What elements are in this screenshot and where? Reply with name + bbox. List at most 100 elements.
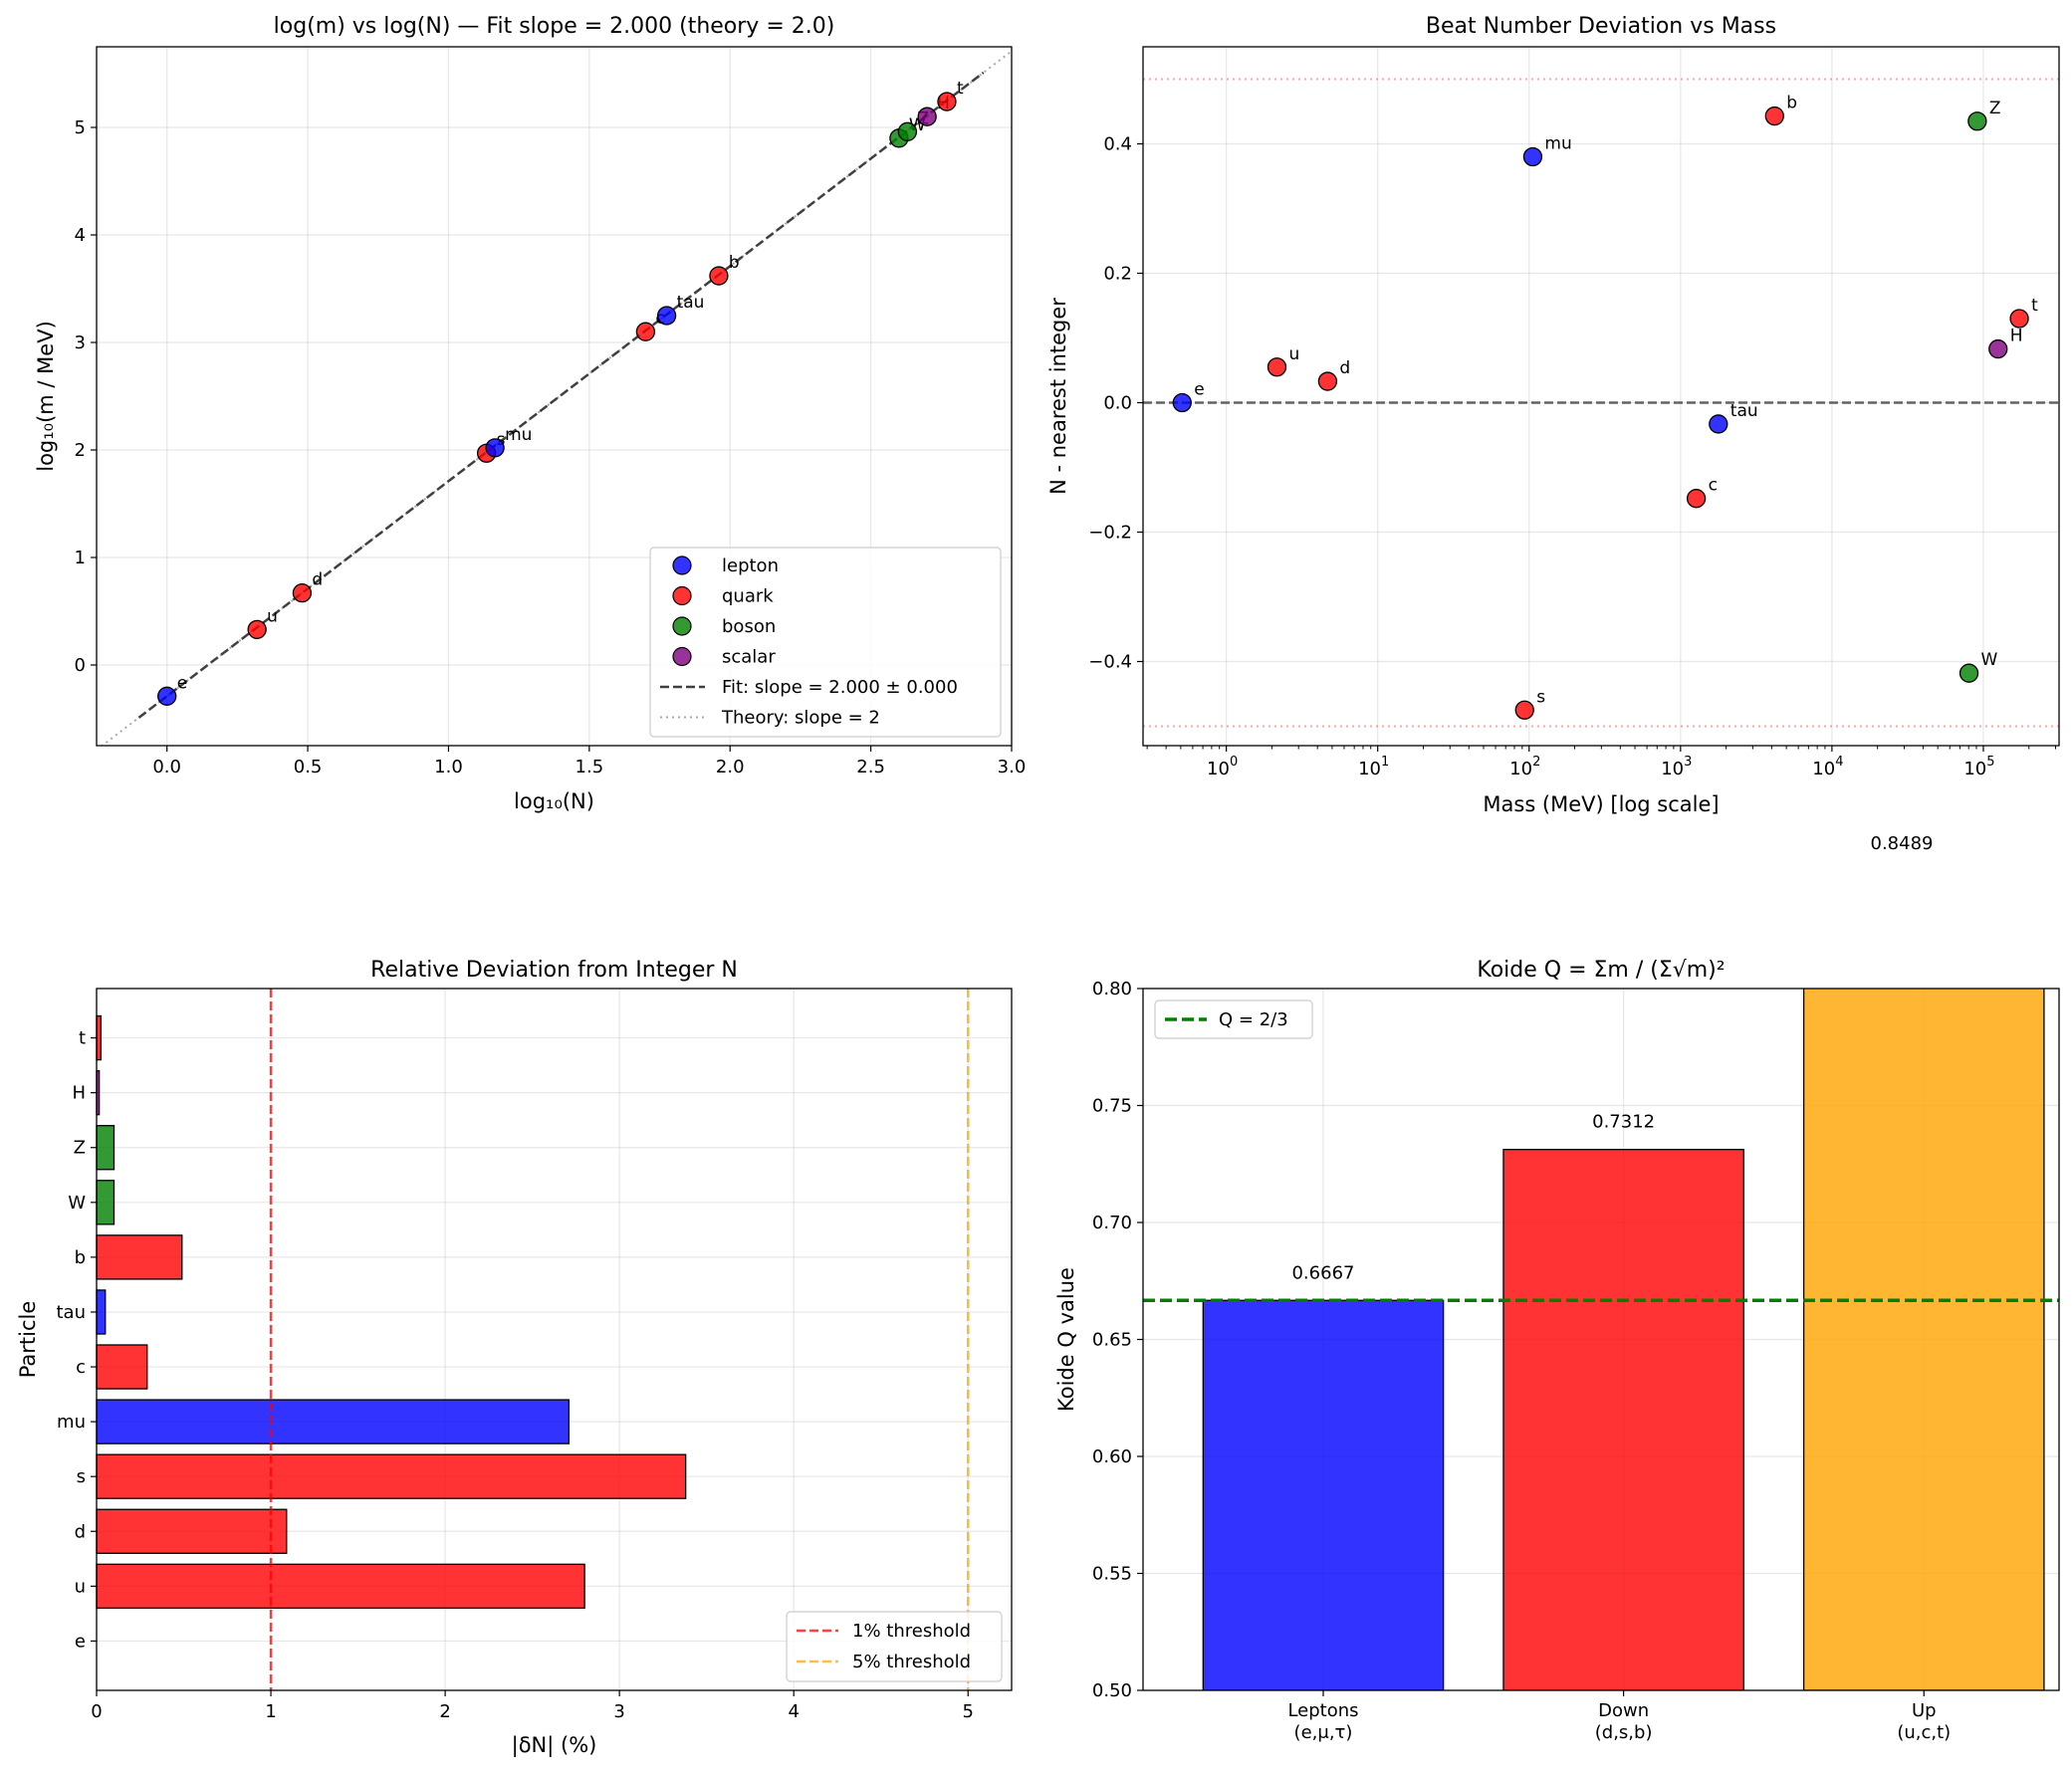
- data-point-Z: [1967, 111, 1987, 131]
- panel-loglog: eudsmuctaubWZHt0.00.51.01.52.02.53.00123…: [34, 14, 1026, 813]
- gridlines: [97, 47, 1013, 746]
- y-tick-label: 0.80: [1092, 979, 1132, 999]
- legend-box: [649, 547, 1002, 738]
- y-tick-label-H: H: [72, 1083, 86, 1104]
- data-point-u: [247, 619, 267, 640]
- point-label-b: b: [729, 253, 740, 273]
- data-point-mu: [485, 438, 505, 458]
- y-tick-label-Z: Z: [74, 1138, 86, 1159]
- x-tick-sublabel-down: (d,s,b): [1595, 1722, 1653, 1743]
- legend-label: 1% threshold: [852, 1621, 971, 1642]
- bar-Z: [96, 1125, 115, 1171]
- y-tick-label: 2: [75, 440, 86, 461]
- y-tick-label: 0.55: [1092, 1564, 1132, 1585]
- x-tick-exponent: 1: [1381, 755, 1389, 770]
- bar-leptons: [1202, 1299, 1445, 1690]
- point-label-tau: tau: [677, 293, 705, 313]
- y-tick-label: 0.70: [1092, 1213, 1132, 1233]
- y-tick-label: 5: [75, 117, 86, 138]
- y-tick-label-c: c: [76, 1357, 86, 1378]
- bar-value-label-down: 0.7312: [1592, 1112, 1655, 1133]
- y-tick-label-e: e: [75, 1631, 86, 1652]
- legend-box: [786, 1611, 1003, 1682]
- data-point-tau: [1709, 414, 1728, 434]
- legend-box: [1154, 999, 1313, 1039]
- y-tick-label-mu: mu: [57, 1412, 86, 1433]
- legend-label-boson: boson: [722, 616, 776, 637]
- x-tick-sublabel-leptons: (e,μ,τ): [1294, 1722, 1353, 1743]
- x-tick-label-down: Down: [1598, 1700, 1649, 1721]
- y-axis-label: Particle: [16, 1301, 40, 1379]
- x-tick-label: 2.5: [856, 757, 885, 777]
- axes-frame: [96, 46, 1013, 747]
- x-tick-label: 3: [613, 1701, 624, 1722]
- x-axis-label: |δN| (%): [512, 1733, 597, 1758]
- x-tick-label: 5: [963, 1701, 974, 1722]
- x-axis-label: Mass (MeV) [log scale]: [1483, 792, 1719, 816]
- y-tick-label: 0.0: [1103, 393, 1132, 414]
- axes-frame: [96, 988, 1013, 1691]
- y-tick-label-t: t: [79, 1028, 86, 1049]
- y-tick-label-d: d: [75, 1521, 86, 1542]
- legend: lepton quark boson scalar Fit: slope = 2.000…: [649, 547, 1002, 738]
- point-label-s: s: [497, 430, 506, 450]
- gridlines: [1143, 47, 2059, 746]
- x-tick-label: 0.5: [294, 757, 323, 777]
- panel-koide: 0.6667 Leptons(e,μ,τ) 0.7312 Down(d,s,b) 0.8…: [1054, 958, 2060, 1743]
- data-point-u: [1266, 357, 1287, 377]
- y-tick-label-s: s: [77, 1466, 86, 1487]
- x-tick-label-leptons: Leptons: [1287, 1700, 1358, 1721]
- chart-title: Koide Q = Σm / (Σ√m)²: [1477, 958, 1725, 983]
- y-tick-label: −0.4: [1088, 652, 1132, 673]
- point-label-u: u: [1288, 344, 1299, 364]
- x-tick-label: 2: [439, 1701, 450, 1722]
- x-tick-label: 2.0: [716, 757, 745, 777]
- legend-marker-boson: [672, 616, 692, 636]
- fit-line: [137, 71, 985, 719]
- data-point-b: [709, 266, 729, 286]
- data-point-c: [635, 322, 656, 341]
- data-point-t: [937, 92, 957, 111]
- y-tick-label: 4: [75, 225, 86, 246]
- x-tick-exponent: 2: [1532, 755, 1540, 770]
- data-point-t: [2009, 309, 2029, 329]
- bar-up: [1802, 989, 2045, 1690]
- legend-theory-label: Theory: slope = 2: [721, 708, 880, 729]
- legend-label: Q = 2/3: [1219, 1009, 1288, 1030]
- legend-label-lepton: lepton: [722, 555, 779, 576]
- chart-title: Beat Number Deviation vs Mass: [1426, 14, 1776, 39]
- data-point-e: [1172, 392, 1192, 413]
- x-tick-sublabel-up: (u,c,t): [1897, 1722, 1951, 1743]
- bar-d: [96, 1508, 288, 1554]
- point-label-b: b: [1786, 94, 1797, 113]
- point-label-c: c: [1709, 476, 1718, 496]
- bar-u: [96, 1563, 585, 1610]
- point-label-tau: tau: [1730, 401, 1758, 421]
- data-point-b: [1764, 106, 1784, 126]
- data-point-Z: [897, 121, 918, 141]
- x-tick-label-up: Up: [1912, 1700, 1937, 1721]
- y-tick-label: 3: [75, 332, 86, 353]
- legend-label: 5% threshold: [852, 1652, 971, 1672]
- x-tick-exponent: 4: [1835, 755, 1843, 770]
- legend-marker-scalar: [672, 646, 692, 667]
- bar-t: [96, 1014, 103, 1061]
- x-tick-label: 0: [91, 1701, 102, 1722]
- y-tick-label-tau: tau: [57, 1302, 87, 1323]
- legend-label-scalar: scalar: [722, 647, 776, 668]
- bar-c: [96, 1344, 148, 1390]
- point-label-Z: Z: [1989, 99, 2001, 118]
- data-point-c: [1686, 489, 1707, 509]
- data-point-H: [917, 107, 937, 126]
- y-tick-label: 0.4: [1103, 134, 1132, 155]
- y-axis-label: Koide Q value: [1054, 1267, 1078, 1412]
- legend-marker-lepton: [672, 555, 692, 575]
- point-label-H: H: [2010, 327, 2023, 346]
- chart-title: log(m) vs log(N) — Fit slope = 2.000 (th…: [274, 14, 835, 39]
- y-tick-label: 0.60: [1092, 1446, 1132, 1467]
- x-tick-label: 4: [788, 1701, 799, 1722]
- y-tick-label: 0: [75, 655, 86, 676]
- data-point-H: [1988, 338, 2008, 359]
- y-axis-label: log₁₀(m / MeV): [34, 321, 58, 472]
